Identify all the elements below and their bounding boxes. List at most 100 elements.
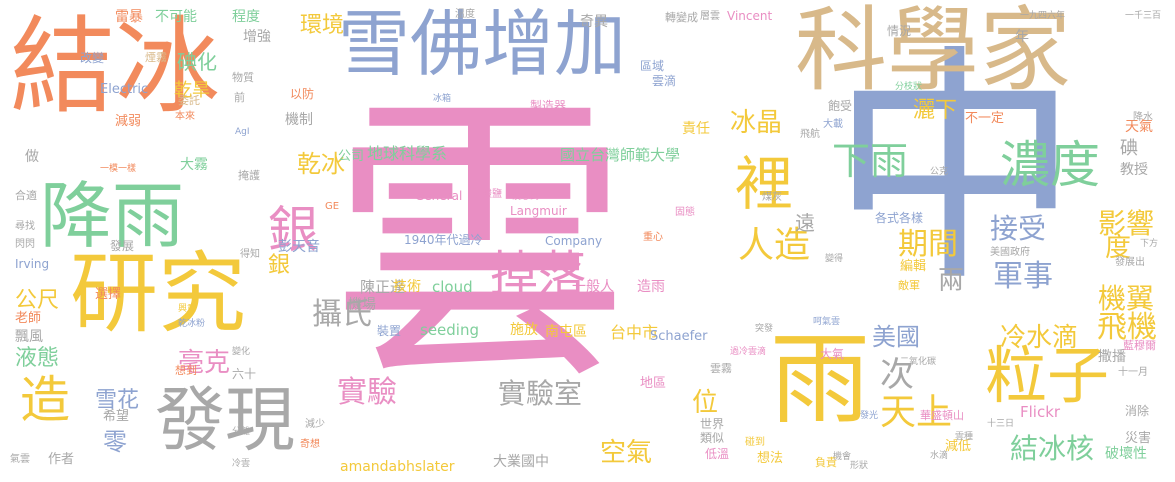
cloud-word: 發展 bbox=[110, 239, 135, 253]
cloud-word: 撒播 bbox=[1098, 349, 1126, 365]
cloud-word: 六十 bbox=[232, 367, 257, 381]
cloud-word: 減弱 bbox=[115, 114, 142, 129]
cloud-word: 飛機 bbox=[1097, 310, 1157, 345]
cloud-word: 灑下 bbox=[913, 98, 958, 123]
cloud-word: 冷水滴 bbox=[1000, 323, 1079, 353]
cloud-word: 大氣 bbox=[820, 347, 845, 361]
cloud-word: 不一定 bbox=[965, 111, 1005, 126]
cloud-word: 興童 bbox=[178, 304, 197, 314]
cloud-word: 過冷雲滴 bbox=[730, 347, 767, 357]
cloud-word: 華盛頓山 bbox=[920, 409, 964, 422]
cloud-word: 度 bbox=[1105, 233, 1132, 263]
cloud-word: 轉變成 bbox=[665, 11, 698, 24]
cloud-word: 程度 bbox=[232, 9, 260, 25]
cloud-word: 得知 bbox=[240, 249, 260, 260]
cloud-word: 公尺 bbox=[15, 288, 60, 313]
cloud-word: 空氣 bbox=[600, 438, 653, 468]
cloud-word: 攝氏 bbox=[312, 297, 372, 332]
cloud-word: 降雨 bbox=[40, 174, 185, 258]
cloud-word: 碘 bbox=[1120, 138, 1138, 159]
cloud-word: 台中市 bbox=[610, 323, 659, 342]
cloud-word: 掩護 bbox=[238, 169, 260, 182]
cloud-word: 奇異 bbox=[580, 14, 608, 30]
cloud-word: 銀 bbox=[268, 253, 291, 278]
cloud-word: 閃閃 bbox=[15, 239, 35, 250]
cloud-word: 雲種 bbox=[955, 432, 974, 442]
cloud-word: 公司 bbox=[338, 149, 365, 164]
cloud-word: 重心 bbox=[643, 232, 663, 243]
cloud-word: 各式各樣 bbox=[875, 211, 924, 225]
cloud-word: 機會 bbox=[833, 452, 852, 462]
cloud-word: 大業國中 bbox=[493, 454, 549, 470]
cloud-word: 裝置 bbox=[377, 324, 402, 338]
cloud-word: 次 bbox=[880, 355, 914, 395]
cloud-word: 濃度 bbox=[1000, 136, 1100, 194]
cloud-word: 做 bbox=[25, 149, 39, 165]
cloud-word: 位 bbox=[692, 388, 719, 418]
cloud-word: 希望 bbox=[103, 409, 130, 424]
cloud-word: 不可能 bbox=[155, 9, 197, 25]
cloud-word: 遠 bbox=[795, 211, 815, 235]
cloud-word: 飛航 bbox=[800, 129, 820, 140]
cloud-word: 雲 bbox=[330, 70, 630, 419]
cloud-word: 陳正達 bbox=[360, 278, 406, 296]
cloud-word: 地球科學系 bbox=[367, 144, 448, 163]
cloud-word: 冰晶 bbox=[730, 108, 783, 138]
cloud-word: 期間 bbox=[898, 227, 958, 262]
cloud-word: 一模一樣 bbox=[100, 164, 137, 174]
cloud-word: GE bbox=[325, 201, 340, 212]
cloud-word: 研究 bbox=[70, 242, 247, 345]
cloud-word: 沒想到 bbox=[512, 192, 540, 202]
cloud-word: 煤灰 bbox=[762, 192, 782, 203]
cloud-word: 十三日 bbox=[987, 419, 1015, 429]
cloud-word: 消除 bbox=[1125, 404, 1150, 418]
cloud-word: Electric bbox=[100, 82, 149, 97]
cloud-word: 二氧化碳 bbox=[900, 357, 937, 367]
cloud-word: 冰箱 bbox=[433, 94, 452, 104]
cloud-word: Flickr bbox=[1020, 403, 1061, 421]
cloud-word: 選擇 bbox=[95, 287, 122, 302]
cloud-word: 機場 bbox=[348, 297, 376, 313]
cloud-word: 增強 bbox=[243, 29, 271, 45]
cloud-word: 液態 bbox=[15, 346, 60, 371]
cloud-word: 兩 bbox=[938, 266, 965, 296]
cloud-word: 發現 bbox=[155, 379, 295, 461]
cloud-word: 環境 bbox=[300, 13, 345, 38]
cloud-word: 一九四六年 bbox=[1020, 11, 1066, 21]
cloud-word: 委託 bbox=[178, 94, 200, 107]
cloud-word: 變得 bbox=[825, 254, 844, 264]
cloud-word: 零 bbox=[103, 428, 127, 456]
cloud-word: 結冰 bbox=[10, 6, 221, 128]
cloud-word: Irving bbox=[15, 257, 50, 271]
cloud-word: 碰到 bbox=[745, 437, 765, 448]
cloud-word: 飽受 bbox=[828, 99, 853, 113]
cloud-word: 前 bbox=[234, 91, 245, 104]
cloud-word: 雲霧 bbox=[710, 362, 732, 375]
cloud-word: 影響 bbox=[1098, 207, 1155, 240]
cloud-word: 天上 bbox=[880, 392, 953, 433]
cloud-word: 低溫 bbox=[705, 447, 730, 461]
cloud-word: 水滴 bbox=[930, 451, 949, 461]
cloud-word: 實驗 bbox=[337, 375, 397, 410]
cloud-word: 機制 bbox=[285, 112, 313, 128]
cloud-word: 雪佛增加 bbox=[338, 2, 627, 86]
cloud-word: 公克 bbox=[930, 167, 949, 177]
cloud-word: Company bbox=[545, 234, 603, 248]
cloud-word: 發光 bbox=[860, 411, 879, 421]
cloud-word: 破壞性 bbox=[1105, 446, 1147, 462]
cloud-word: 科學家 bbox=[795, 0, 1072, 104]
cloud-word: 溫度 bbox=[455, 9, 475, 20]
cloud-word: 情況 bbox=[887, 24, 912, 38]
cloud-word: 改變 bbox=[80, 51, 105, 65]
cloud-word: 軍事 bbox=[993, 259, 1053, 294]
cloud-word: 大霧 bbox=[180, 157, 208, 173]
cloud-word: 施放 bbox=[510, 322, 538, 338]
cloud-word: 碘化 bbox=[177, 50, 217, 74]
cloud-word: 結冰核 bbox=[1010, 432, 1095, 465]
cloud-word: amandabhslater bbox=[340, 459, 455, 475]
cloud-word: AgI bbox=[235, 127, 250, 137]
cloud-word: 編輯 bbox=[900, 259, 927, 274]
cloud-word: 責任 bbox=[682, 121, 710, 137]
cloud-word: 藍穆爾 bbox=[1123, 339, 1156, 352]
